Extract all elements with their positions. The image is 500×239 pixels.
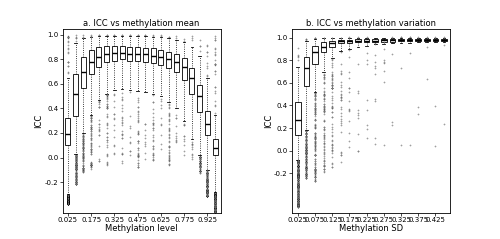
- PathPatch shape: [190, 68, 194, 94]
- PathPatch shape: [174, 54, 179, 72]
- PathPatch shape: [441, 39, 447, 41]
- PathPatch shape: [304, 57, 309, 86]
- PathPatch shape: [143, 48, 148, 62]
- PathPatch shape: [338, 40, 344, 43]
- Y-axis label: ICC: ICC: [34, 114, 43, 128]
- PathPatch shape: [158, 49, 164, 65]
- PathPatch shape: [346, 40, 352, 43]
- PathPatch shape: [312, 46, 318, 64]
- PathPatch shape: [197, 85, 202, 112]
- PathPatch shape: [381, 39, 386, 42]
- Y-axis label: ICC: ICC: [264, 114, 272, 128]
- PathPatch shape: [372, 39, 378, 42]
- PathPatch shape: [112, 46, 117, 60]
- PathPatch shape: [416, 39, 421, 41]
- PathPatch shape: [424, 39, 430, 41]
- PathPatch shape: [120, 46, 124, 59]
- PathPatch shape: [295, 102, 300, 135]
- PathPatch shape: [66, 118, 70, 145]
- Title: a. ICC vs methylation mean: a. ICC vs methylation mean: [84, 19, 200, 28]
- X-axis label: Methylation SD: Methylation SD: [339, 224, 403, 233]
- PathPatch shape: [390, 39, 395, 42]
- PathPatch shape: [135, 47, 140, 60]
- PathPatch shape: [432, 39, 438, 41]
- PathPatch shape: [128, 47, 132, 60]
- PathPatch shape: [96, 47, 102, 67]
- PathPatch shape: [205, 111, 210, 136]
- PathPatch shape: [104, 46, 109, 62]
- PathPatch shape: [364, 39, 370, 42]
- X-axis label: Methylation level: Methylation level: [106, 224, 178, 233]
- PathPatch shape: [398, 39, 404, 41]
- PathPatch shape: [212, 139, 218, 155]
- PathPatch shape: [81, 57, 86, 87]
- PathPatch shape: [150, 48, 156, 63]
- PathPatch shape: [73, 74, 78, 116]
- PathPatch shape: [182, 58, 186, 80]
- PathPatch shape: [166, 52, 171, 68]
- PathPatch shape: [88, 49, 94, 74]
- PathPatch shape: [321, 42, 326, 52]
- Title: b. ICC vs methylation variation: b. ICC vs methylation variation: [306, 19, 436, 28]
- PathPatch shape: [330, 41, 335, 47]
- PathPatch shape: [407, 39, 412, 41]
- PathPatch shape: [355, 39, 361, 42]
